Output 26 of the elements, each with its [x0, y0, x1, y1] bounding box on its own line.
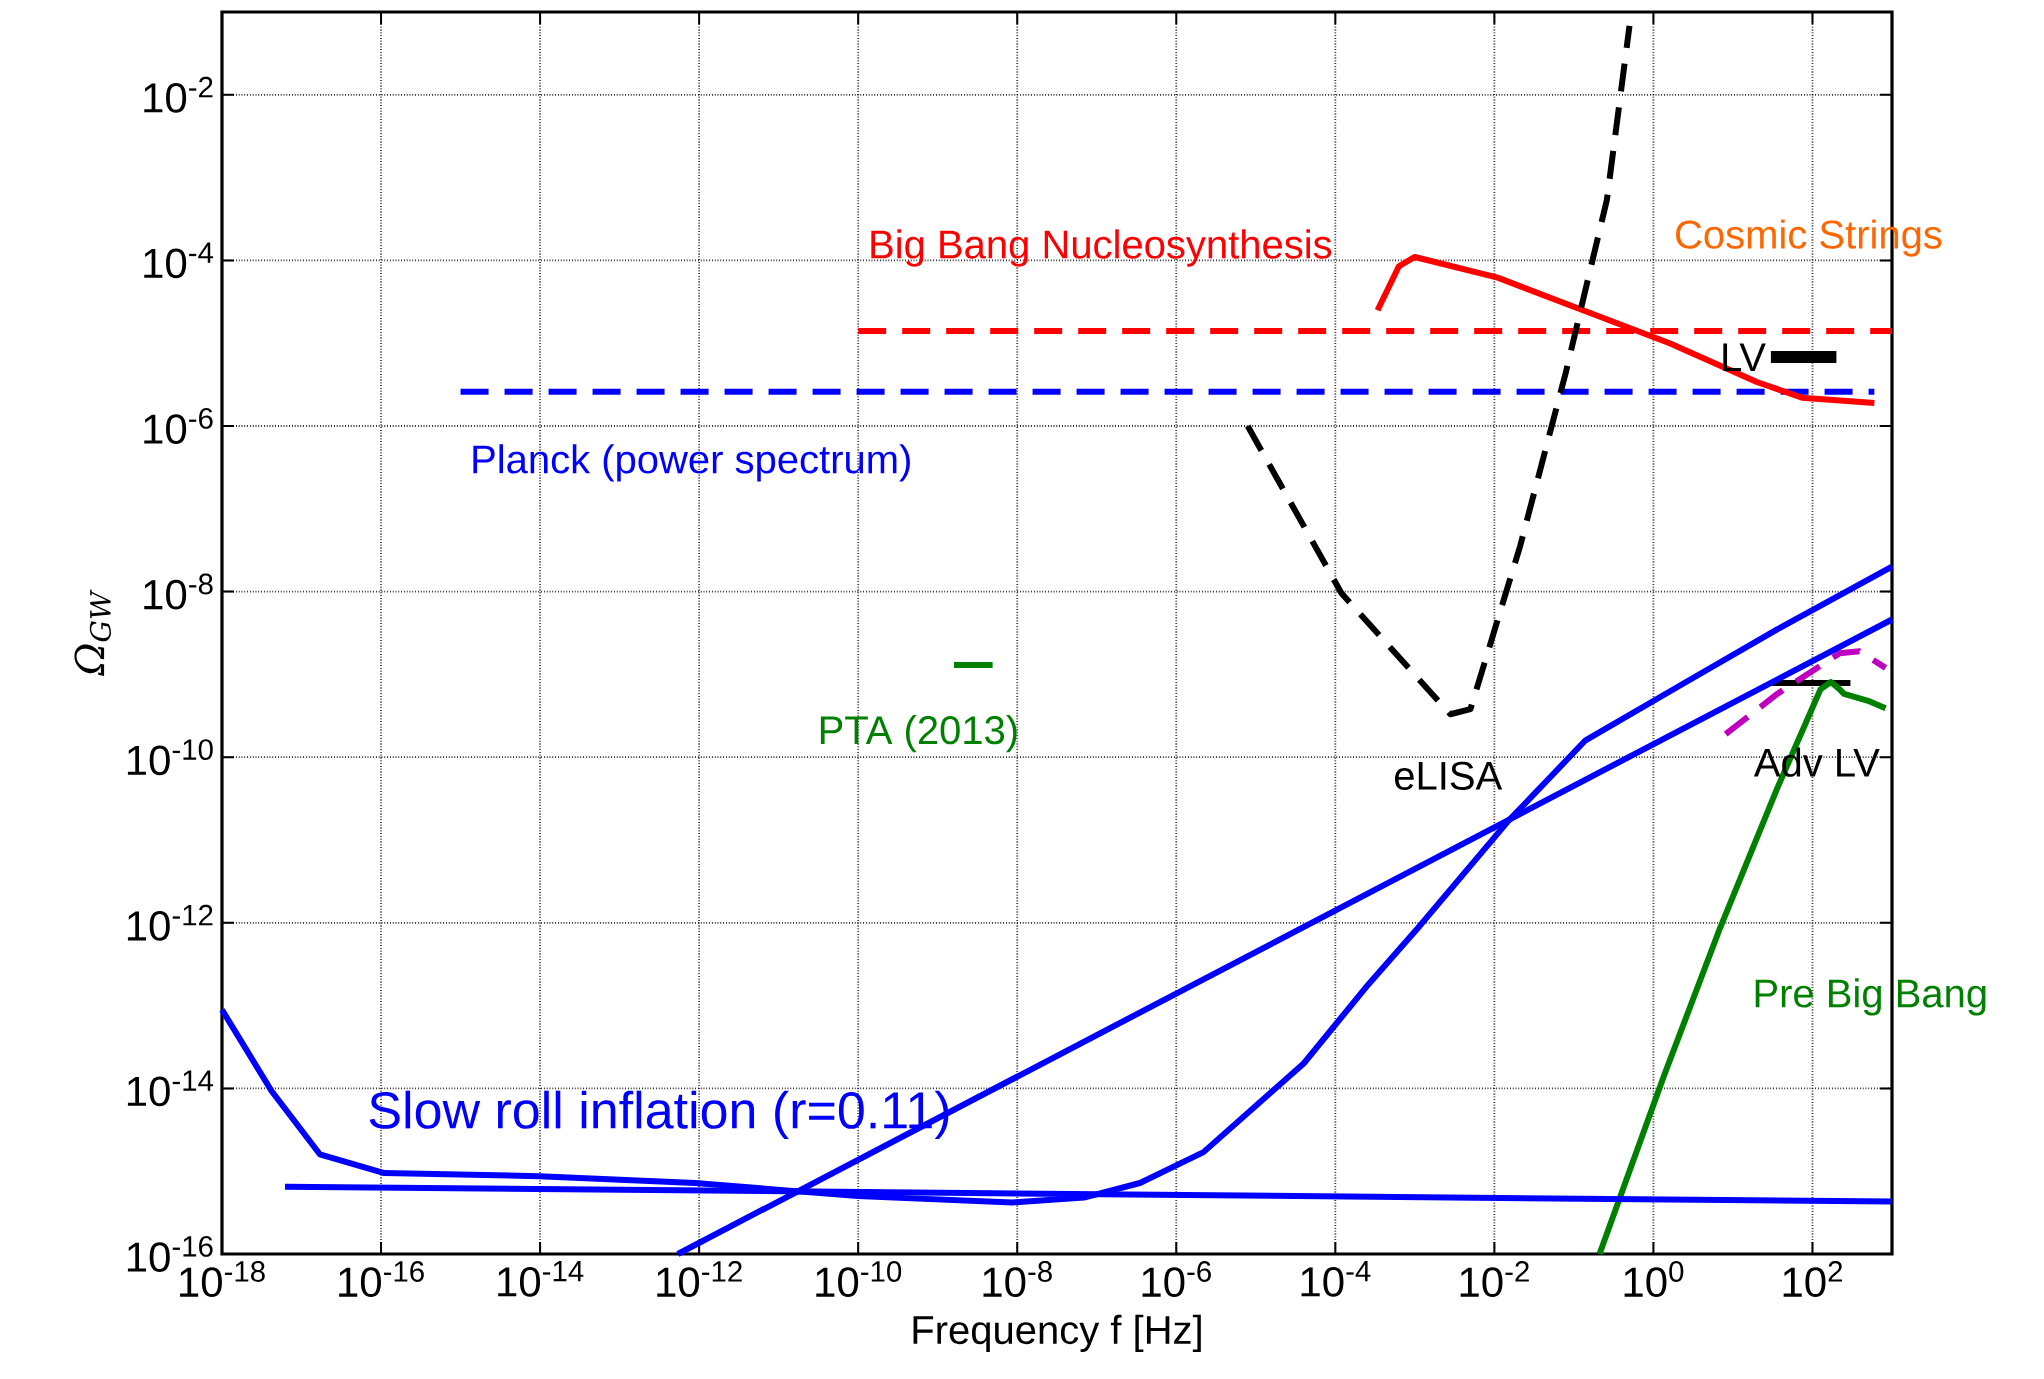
y-tick-label: 10$^{-10}$ — [127, 739, 213, 776]
y-tick-label: 10$^{-6}$ — [144, 408, 213, 444]
x-axis-title: Frequency f [Hz] — [913, 1314, 1201, 1353]
x-tick-label: 10$^{-16}$ — [339, 1261, 424, 1298]
series-label: Planck (power spectrum) — [473, 444, 910, 482]
y-tick-label: 10$^{-4}$ — [144, 242, 214, 279]
x-tick-label: 10$^{0}$ — [1624, 1261, 1684, 1298]
series-label: eLISA — [1394, 761, 1503, 790]
series-label: PTA (2013) — [820, 714, 1017, 753]
y-tick-label: 10$^{-8}$ — [144, 573, 213, 610]
y-tick-label: 10$^{-12}$ — [127, 904, 213, 941]
x-tick-label: 10$^{-2}$ — [1460, 1261, 1529, 1298]
x-tick-label: 10$^{2}$ — [1783, 1261, 1843, 1298]
series-label: LV — [1723, 343, 1766, 372]
series-label: Slow roll inflation (r=0.11) — [369, 1090, 949, 1140]
y-tick-label: 10$^{-14}$ — [127, 1070, 214, 1107]
y-axis-title: Ω$_{GW}$ — [74, 589, 111, 677]
x-tick-label: 10$^{-10}$ — [816, 1261, 902, 1298]
x-tick-label: 10$^{-12}$ — [657, 1261, 742, 1298]
x-tick-label: 10$^{-4}$ — [1301, 1261, 1371, 1297]
x-tick-label: 10$^{-6}$ — [1142, 1261, 1211, 1298]
series-label: Big Bang Nucleosynthesis — [871, 229, 1332, 267]
x-tick-label: 10$^{-8}$ — [983, 1261, 1052, 1298]
series-label: Pre Big Bang — [1755, 978, 1986, 1016]
y-tick-label: 10$^{-2}$ — [144, 76, 213, 113]
x-tick-label: 10$^{-14}$ — [498, 1261, 584, 1297]
